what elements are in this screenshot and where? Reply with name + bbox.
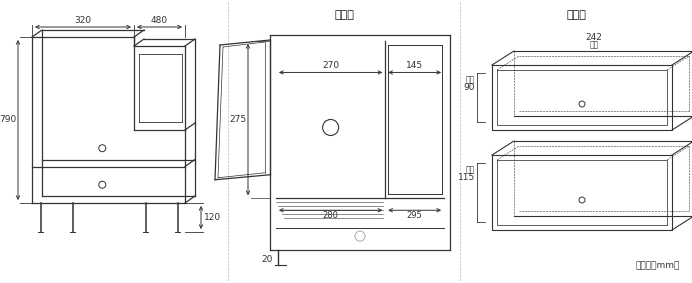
Text: 内寸: 内寸 <box>590 40 599 49</box>
Text: 790: 790 <box>0 115 16 125</box>
Text: 280: 280 <box>322 211 338 220</box>
Text: 115: 115 <box>457 173 475 182</box>
Text: 480: 480 <box>151 16 168 25</box>
Text: 扉収納: 扉収納 <box>334 10 354 20</box>
Text: 90: 90 <box>464 83 475 92</box>
Text: 内寸: 内寸 <box>466 165 475 174</box>
Text: 320: 320 <box>75 16 91 25</box>
Text: 295: 295 <box>407 211 423 220</box>
Text: 引出し: 引出し <box>566 10 586 20</box>
Text: 270: 270 <box>322 61 339 70</box>
Text: 内寸: 内寸 <box>466 75 475 84</box>
Text: 145: 145 <box>406 61 424 70</box>
Text: （単位：mm）: （単位：mm） <box>636 261 680 270</box>
Text: 275: 275 <box>229 115 246 124</box>
Text: 120: 120 <box>204 213 221 222</box>
Text: 20: 20 <box>262 256 273 265</box>
Text: 242: 242 <box>585 33 603 42</box>
